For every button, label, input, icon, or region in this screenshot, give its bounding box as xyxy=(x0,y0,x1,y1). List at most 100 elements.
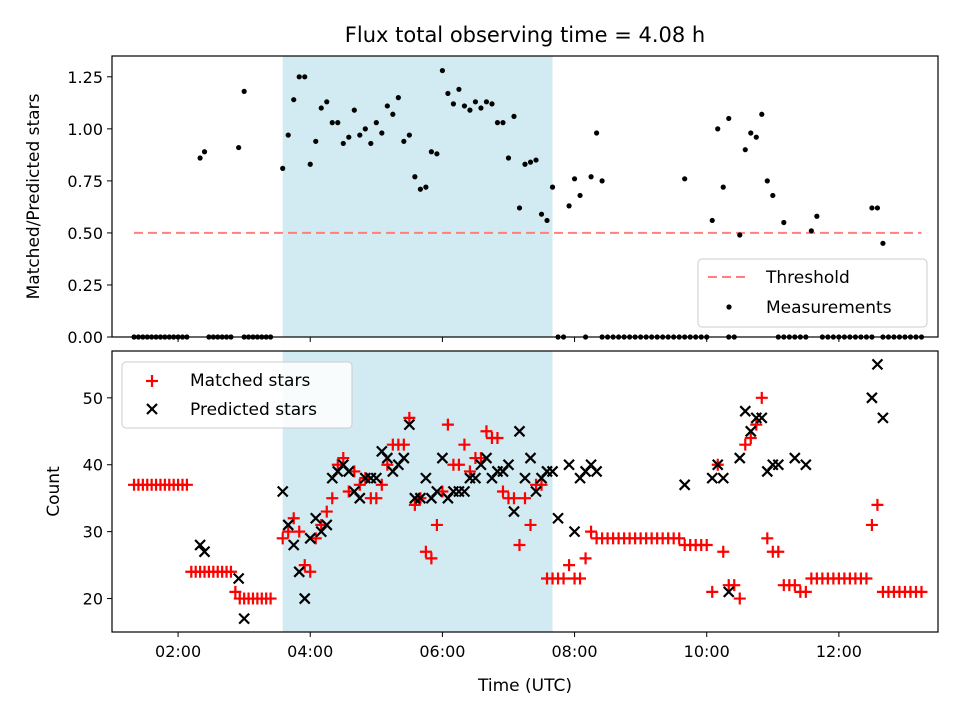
measurement-point xyxy=(236,144,242,151)
measurement-point xyxy=(313,138,319,144)
legend-predicted-swatch xyxy=(146,403,158,415)
matched-point xyxy=(491,431,504,444)
predicted-point xyxy=(733,452,746,464)
measurement-point xyxy=(737,232,743,238)
predicted-point xyxy=(552,512,564,525)
matched-point xyxy=(430,518,443,531)
measurement-point xyxy=(682,176,688,182)
matched-point xyxy=(772,545,785,558)
matched-point xyxy=(229,585,242,598)
predicted-point xyxy=(739,405,752,417)
predicted-point xyxy=(309,512,322,525)
legend-matched-swatch xyxy=(146,375,158,387)
predicted-point xyxy=(722,586,735,598)
matched-point xyxy=(860,572,873,585)
measurement-point xyxy=(472,99,479,105)
measurement-point xyxy=(362,126,368,132)
measurement-point xyxy=(593,130,600,136)
measurement-point xyxy=(340,140,346,147)
predicted-point xyxy=(508,505,520,518)
matched-point xyxy=(507,492,520,505)
matched-point xyxy=(733,592,746,605)
measurement-point xyxy=(538,211,545,217)
predicted-point xyxy=(414,492,427,504)
measurement-point xyxy=(318,105,324,111)
matched-point xyxy=(441,418,454,431)
matched-point xyxy=(788,579,801,592)
measurement-point xyxy=(533,157,539,163)
predicted-point xyxy=(519,472,531,484)
predicted-point xyxy=(458,485,471,498)
matched-point xyxy=(513,539,526,552)
measurement-point xyxy=(489,101,495,107)
matched-point xyxy=(585,525,598,538)
measurement-point xyxy=(384,103,390,109)
measurement-point xyxy=(808,228,814,234)
measurement-point xyxy=(428,149,434,155)
measurement-point xyxy=(781,219,787,226)
measurement-point xyxy=(759,111,765,117)
predicted-point xyxy=(530,485,542,498)
observing-span-top xyxy=(282,56,553,337)
measurement-point xyxy=(500,120,506,126)
bottom-y-tick-label: 30 xyxy=(83,523,103,542)
legend-predicted-label: Predicted stars xyxy=(190,400,317,420)
predicted-point xyxy=(198,545,211,558)
measurement-point xyxy=(357,132,363,138)
predicted-point xyxy=(877,412,889,424)
measurement-point xyxy=(880,240,886,246)
top-y-tick-label: 0.00 xyxy=(67,328,103,347)
measurement-point xyxy=(406,132,412,138)
matched-point xyxy=(579,552,592,565)
predicted-point xyxy=(469,472,482,484)
measurement-point xyxy=(390,111,396,117)
legend-measurements-label: Measurements xyxy=(766,298,892,318)
predicted-point xyxy=(568,525,581,538)
measurement-point xyxy=(445,90,451,97)
top-panel: 0.00 0.25 0.50 0.75 1.00 1.25 Matched/Predict… xyxy=(24,55,939,347)
x-tick-label: 02:00 xyxy=(155,642,201,661)
measurement-point xyxy=(335,120,341,126)
top-legend: Threshold Measurements xyxy=(697,258,928,328)
measurement-point xyxy=(726,115,732,122)
measurement-point xyxy=(494,120,501,126)
chart-title: Flux total observing time = 4.08 h xyxy=(345,23,705,47)
measurement-point xyxy=(715,126,721,132)
matched-point xyxy=(224,565,237,578)
x-tick-label: 12:00 xyxy=(816,642,862,661)
measurement-point xyxy=(742,147,748,153)
top-y-tick-label: 1.00 xyxy=(67,120,103,139)
predicted-point xyxy=(524,452,537,464)
measurement-point xyxy=(874,205,881,211)
measurement-point xyxy=(439,67,445,74)
predicted-point xyxy=(480,452,493,464)
matched-point xyxy=(728,579,741,592)
matched-point xyxy=(403,411,416,424)
top-y-ticks: 0.00 0.25 0.50 0.75 1.00 1.25 xyxy=(67,68,112,347)
measurement-point xyxy=(450,101,457,107)
matched-point xyxy=(755,391,768,404)
x-tick-label: 08:00 xyxy=(552,642,598,661)
bottom-y-tick-label: 40 xyxy=(83,456,103,475)
matched-point xyxy=(744,431,757,444)
matched-point xyxy=(871,498,884,511)
matched-point xyxy=(799,585,812,598)
matched-point xyxy=(700,539,713,552)
predicted-point xyxy=(563,458,575,471)
top-legend-box xyxy=(697,258,928,328)
measurement-point xyxy=(599,178,605,184)
measurement-point xyxy=(368,140,374,147)
predicted-point xyxy=(370,472,383,484)
top-x-ticks xyxy=(177,337,840,342)
predicted-point xyxy=(398,452,410,464)
predicted-point xyxy=(436,452,449,464)
predicted-point xyxy=(871,358,884,371)
matched-point xyxy=(375,478,388,491)
matched-point xyxy=(915,585,928,598)
x-tick-label: 06:00 xyxy=(419,642,465,661)
measurement-point xyxy=(291,97,297,103)
bottom-panel: 02:00 04:00 06:00 08:00 10:00 12:00 20304050 … xyxy=(44,350,939,696)
legend-matched-label: Matched stars xyxy=(190,371,310,391)
predicted-point xyxy=(232,572,245,585)
